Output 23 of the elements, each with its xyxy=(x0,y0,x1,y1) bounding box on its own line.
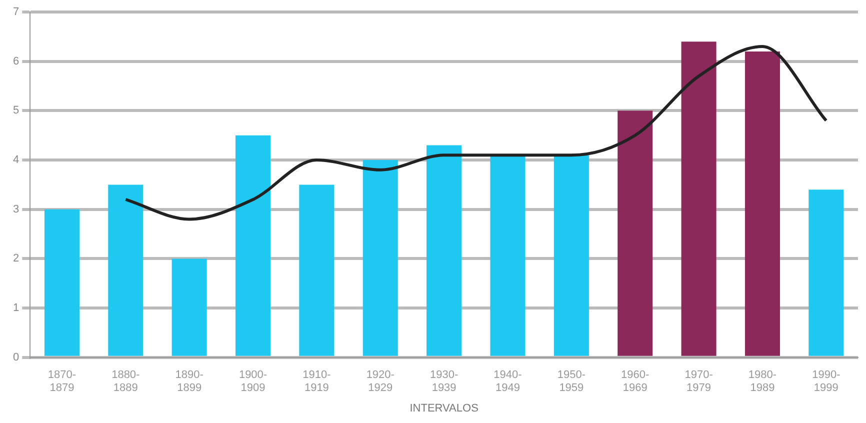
y-tick-label: 3 xyxy=(12,203,20,216)
x-tick-label: 1920-1929 xyxy=(366,369,395,394)
x-tick-label: 1960-1969 xyxy=(621,369,650,394)
y-tick-label: 7 xyxy=(12,6,20,18)
y-tick-label: 2 xyxy=(12,252,20,265)
x-tick-label: 1900-1909 xyxy=(238,369,268,394)
x-tick-label: 1910-1919 xyxy=(302,369,332,394)
y-tick-label: 5 xyxy=(12,104,20,117)
y-tick-label: 0 xyxy=(12,351,20,364)
x-tick-label: 1870-1879 xyxy=(48,369,76,394)
x-tick-label: 1980-1989 xyxy=(748,369,777,394)
x-tick-label: 1940-1949 xyxy=(494,369,522,394)
x-tick-label: 1970-1979 xyxy=(684,369,714,394)
y-tick-label: 1 xyxy=(12,302,20,314)
y-tick-label: 4 xyxy=(12,154,20,166)
x-tick-label: 1990-1999 xyxy=(812,369,841,394)
x-tick-label: 1890-1899 xyxy=(175,369,204,394)
y-tick-label: 6 xyxy=(12,55,20,68)
line-series xyxy=(124,45,828,221)
x-tick-label: 1950-1959 xyxy=(557,369,586,394)
x-tick-label: 1880-1889 xyxy=(112,369,140,394)
x-axis-title: INTERVALOS xyxy=(410,402,478,414)
x-tick-label: 1930-1939 xyxy=(430,369,458,394)
